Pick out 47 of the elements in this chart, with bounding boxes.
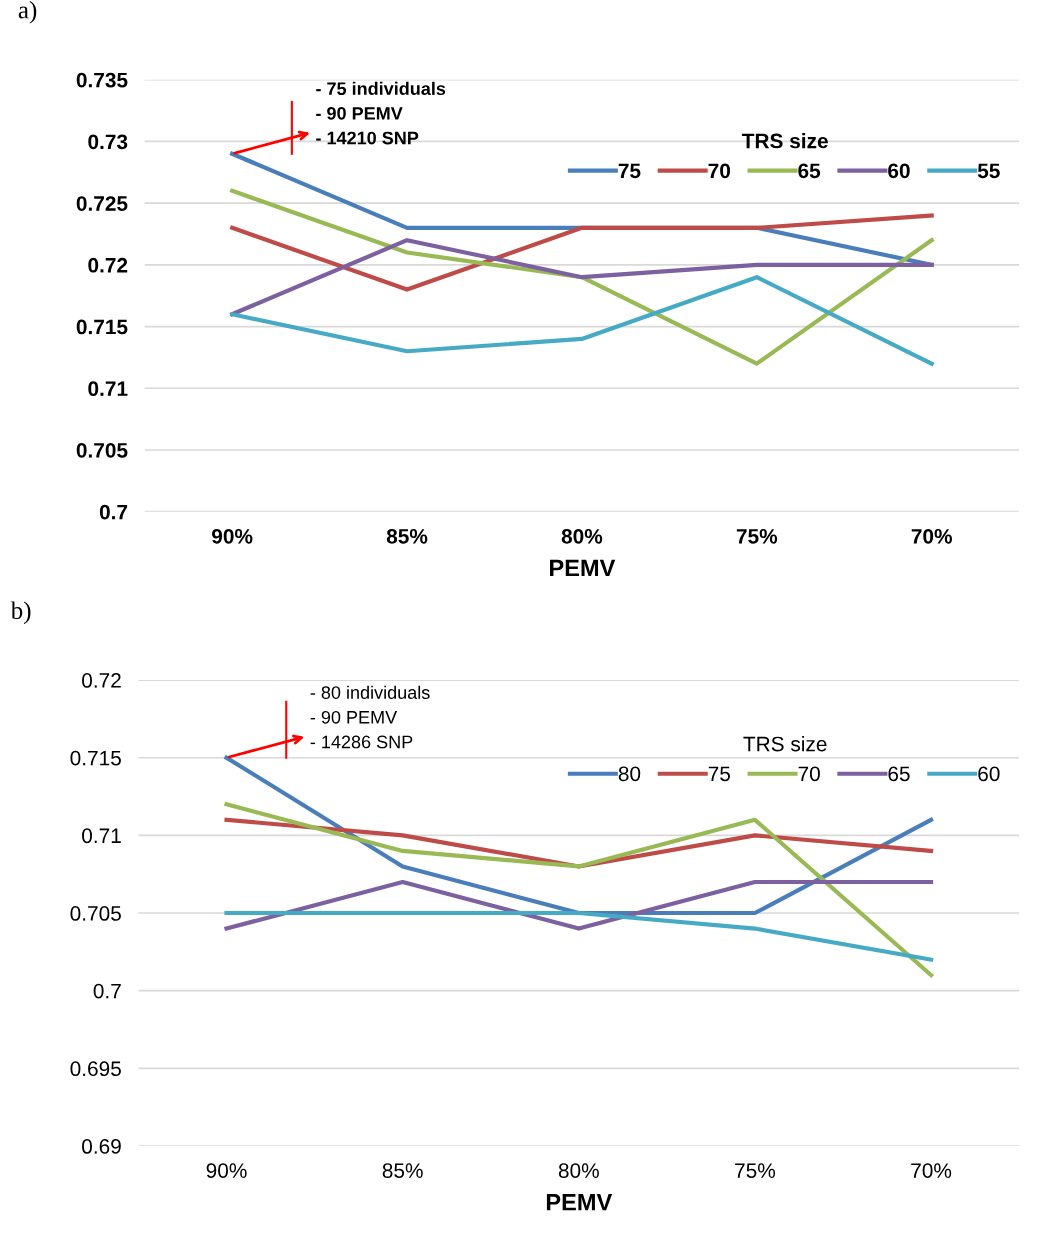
legend-label: 75 <box>618 163 641 179</box>
legend-title: TRS size <box>743 736 827 752</box>
x-tick-label: 85% <box>382 1163 423 1178</box>
legend-label: 75 <box>708 766 731 782</box>
y-tick-label: 0.71 <box>82 828 121 844</box>
x-tick-label: 70% <box>911 528 952 544</box>
x-axis-title: PEMV <box>546 1194 613 1211</box>
chart-title: b) <box>10 601 31 625</box>
y-tick-label: 0.72 <box>82 673 121 688</box>
y-tick-label: 0.735 <box>76 72 128 88</box>
x-tick-label: 75% <box>736 528 778 544</box>
legend-label: 70 <box>798 766 820 782</box>
chart-title: a) <box>18 0 37 24</box>
annotation: - 80 individuals - 90 PEMV - 14286 SNP <box>310 685 430 749</box>
legend-label: 65 <box>798 163 821 179</box>
legend-label: 80 <box>618 766 641 782</box>
y-tick-label: 0.715 <box>70 750 121 766</box>
y-tick-label: 0.69 <box>82 1139 121 1154</box>
y-tick-label: 0.705 <box>70 906 121 921</box>
y-tick-label: 0.725 <box>76 196 128 211</box>
x-tick-label: 85% <box>386 528 428 544</box>
y-tick-label: 0.695 <box>70 1061 121 1077</box>
x-tick-label: 80% <box>561 528 603 544</box>
x-tick-label: 90% <box>206 1163 247 1178</box>
y-tick-label: 0.71 <box>88 381 128 397</box>
y-tick-label: 0.7 <box>99 504 128 520</box>
line-series <box>224 802 934 978</box>
legend-label: 60 <box>978 766 1000 782</box>
x-tick-label: 80% <box>558 1163 599 1178</box>
line-series <box>230 188 934 366</box>
legend-label: 55 <box>977 163 1000 179</box>
legend-label: 70 <box>708 163 731 179</box>
y-tick-label: 0.7 <box>93 983 121 999</box>
y-tick-label: 0.705 <box>76 442 128 458</box>
line-series <box>230 275 934 366</box>
x-tick-label: 90% <box>212 528 253 544</box>
y-tick-label: 0.72 <box>88 257 128 273</box>
x-tick-label: 70% <box>911 1163 952 1178</box>
legend-label: 65 <box>888 766 910 782</box>
y-tick-label: 0.73 <box>88 134 128 150</box>
legend-label: 60 <box>888 163 910 179</box>
legend-title: TRS size <box>741 133 828 149</box>
x-axis-title: PEMV <box>550 559 616 577</box>
line-series <box>230 238 934 317</box>
x-tick-label: 75% <box>735 1163 776 1178</box>
annotation: - 75 individuals - 90 PEMV - 14210 SNP <box>316 81 446 145</box>
y-tick-label: 0.715 <box>76 319 128 335</box>
